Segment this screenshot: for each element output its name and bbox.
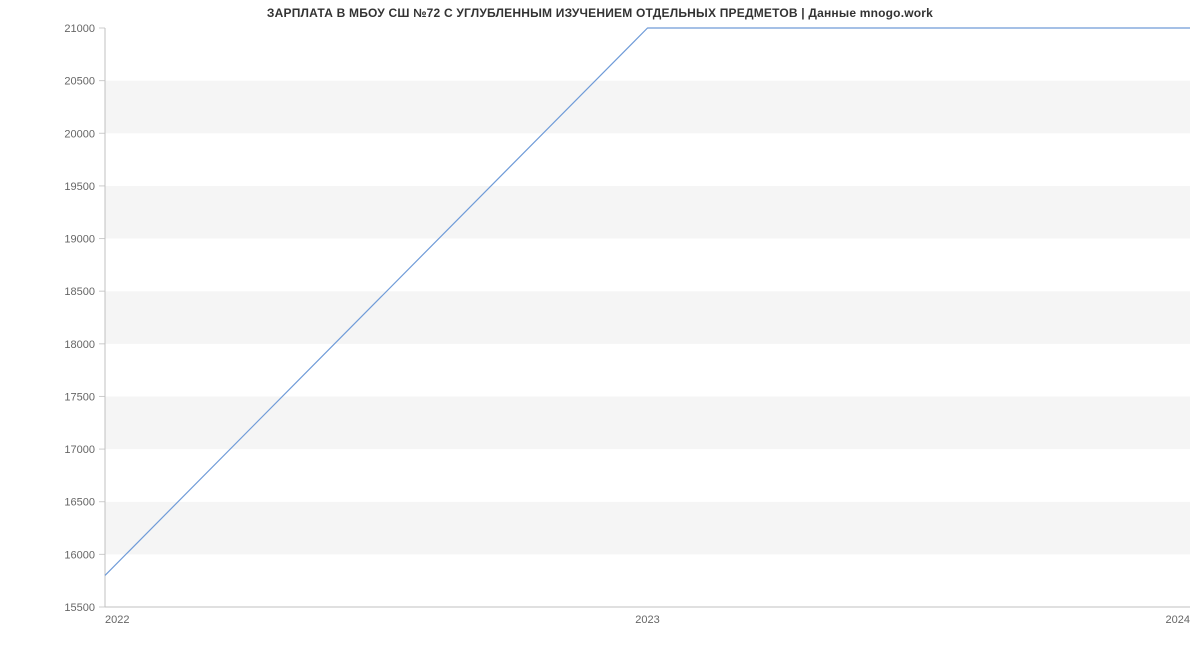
grid-band xyxy=(105,133,1190,186)
grid-band xyxy=(105,291,1190,344)
y-tick-label: 17500 xyxy=(64,391,95,403)
salary-line-chart: ЗАРПЛАТА В МБОУ СШ №72 С УГЛУБЛЕННЫМ ИЗУ… xyxy=(0,0,1200,650)
y-tick-label: 18000 xyxy=(64,339,95,351)
grid-band xyxy=(105,449,1190,502)
x-tick-label: 2024 xyxy=(1166,614,1190,626)
y-tick-label: 19000 xyxy=(64,234,95,246)
y-tick-label: 20000 xyxy=(64,128,95,140)
x-tick-label: 2022 xyxy=(105,614,129,626)
grid-band xyxy=(105,396,1190,449)
y-tick-label: 16000 xyxy=(64,549,95,561)
grid-band xyxy=(105,344,1190,397)
y-tick-label: 16500 xyxy=(64,497,95,509)
y-tick-label: 19500 xyxy=(64,181,95,193)
chart-title: ЗАРПЛАТА В МБОУ СШ №72 С УГЛУБЛЕННЫМ ИЗУ… xyxy=(0,6,1200,20)
grid-band xyxy=(105,186,1190,239)
y-tick-label: 20500 xyxy=(64,76,95,88)
y-tick-label: 18500 xyxy=(64,286,95,298)
grid-band xyxy=(105,81,1190,134)
x-tick-label: 2023 xyxy=(635,614,659,626)
y-tick-label: 17000 xyxy=(64,444,95,456)
y-tick-label: 15500 xyxy=(64,602,95,614)
grid-band xyxy=(105,554,1190,607)
grid-band xyxy=(105,239,1190,292)
y-tick-label: 21000 xyxy=(64,23,95,35)
grid-band xyxy=(105,28,1190,81)
chart-svg: 15500 16000 16500 17000 17500 18000 18500 19000… xyxy=(0,0,1200,650)
grid-band xyxy=(105,502,1190,555)
